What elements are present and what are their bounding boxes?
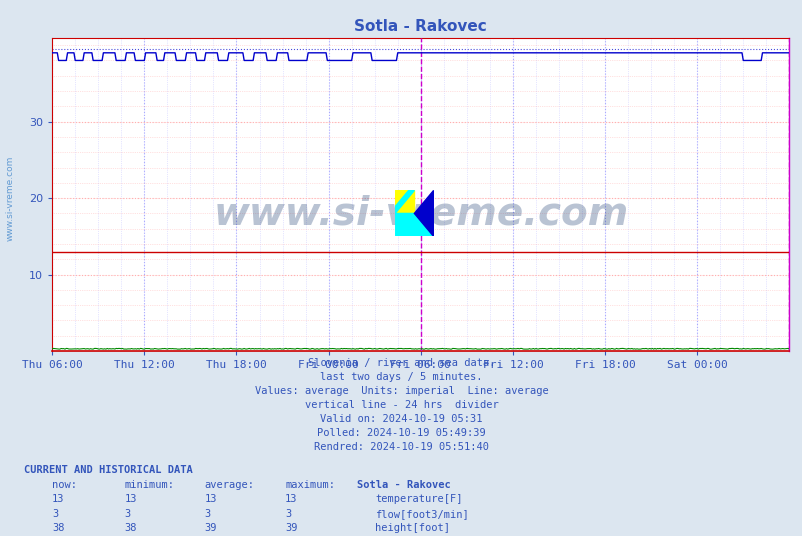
Text: 13: 13 [205, 494, 217, 504]
Text: Slovenia / river and sea data.: Slovenia / river and sea data. [307, 358, 495, 368]
Text: 3: 3 [124, 509, 131, 519]
Text: 39: 39 [285, 523, 298, 533]
Text: CURRENT AND HISTORICAL DATA: CURRENT AND HISTORICAL DATA [24, 465, 192, 475]
Text: minimum:: minimum: [124, 480, 174, 490]
Text: temperature[F]: temperature[F] [375, 494, 462, 504]
Text: Valid on: 2024-10-19 05:31: Valid on: 2024-10-19 05:31 [320, 414, 482, 424]
Text: 3: 3 [205, 509, 211, 519]
Text: Sotla - Rakovec: Sotla - Rakovec [357, 480, 451, 490]
Text: vertical line - 24 hrs  divider: vertical line - 24 hrs divider [304, 400, 498, 410]
Text: 3: 3 [285, 509, 291, 519]
Text: 13: 13 [52, 494, 65, 504]
Text: 38: 38 [52, 523, 65, 533]
Polygon shape [395, 213, 433, 236]
Text: 13: 13 [285, 494, 298, 504]
Text: 39: 39 [205, 523, 217, 533]
Text: 3: 3 [52, 509, 59, 519]
Polygon shape [414, 190, 433, 236]
Text: average:: average: [205, 480, 254, 490]
Polygon shape [395, 190, 414, 213]
Text: last two days / 5 minutes.: last two days / 5 minutes. [320, 372, 482, 382]
Text: flow[foot3/min]: flow[foot3/min] [375, 509, 468, 519]
Text: www.si-vreme.com: www.si-vreme.com [213, 194, 628, 232]
Text: www.si-vreme.com: www.si-vreme.com [5, 155, 14, 241]
Text: Rendred: 2024-10-19 05:51:40: Rendred: 2024-10-19 05:51:40 [314, 442, 488, 452]
Text: maximum:: maximum: [285, 480, 334, 490]
Text: height[foot]: height[foot] [375, 523, 449, 533]
Bar [395, 190, 414, 213]
Text: now:: now: [52, 480, 77, 490]
Text: 13: 13 [124, 494, 137, 504]
Text: 38: 38 [124, 523, 137, 533]
Text: Values: average  Units: imperial  Line: average: Values: average Units: imperial Line: av… [254, 386, 548, 396]
Title: Sotla - Rakovec: Sotla - Rakovec [354, 19, 487, 34]
Text: Polled: 2024-10-19 05:49:39: Polled: 2024-10-19 05:49:39 [317, 428, 485, 438]
